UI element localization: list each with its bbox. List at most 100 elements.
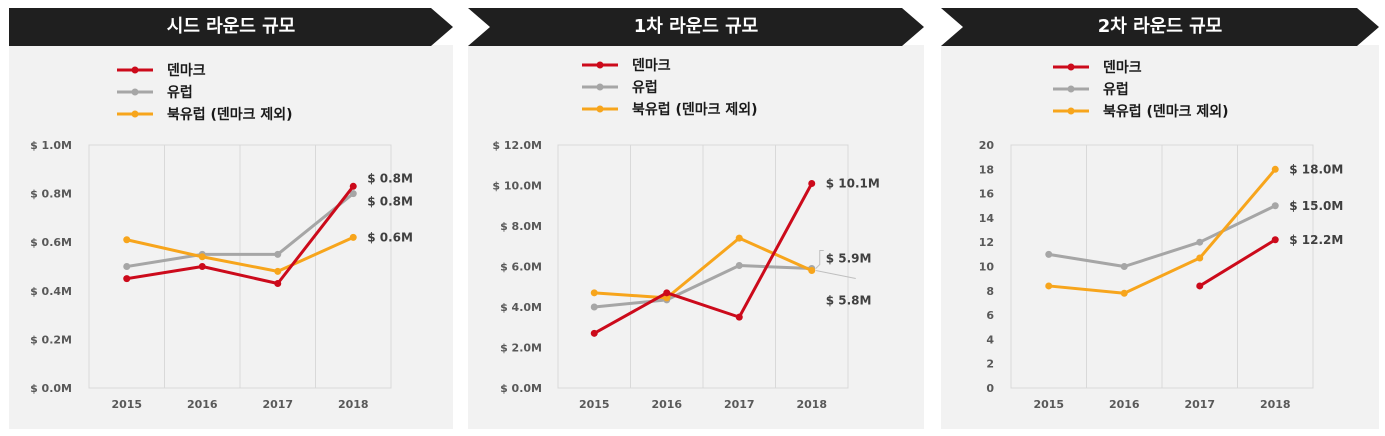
data-point (808, 267, 816, 275)
x-tick-label: 2015 (111, 398, 142, 411)
data-point (349, 182, 357, 190)
line-chart: $ 0.0M $ 0.2M $ 0.4M $ 0.6M $ 0.8M $ 1.0M 2015… (30, 63, 413, 411)
y-tick-label: 8 (986, 285, 994, 298)
data-label: $ 0.6M (367, 230, 413, 244)
x-tick-label: 2016 (1109, 398, 1140, 411)
series-line (1048, 204, 1276, 268)
y-tick-label: 6 (986, 309, 994, 322)
series-line (126, 192, 355, 268)
data-point (198, 263, 206, 270)
y-tick-label: 10 (979, 261, 995, 274)
leader-line (815, 250, 824, 269)
data-point (1196, 282, 1204, 290)
data-point (1045, 250, 1053, 258)
chart-title: 시드 라운드 규모 (166, 16, 296, 37)
y-tick-label: $ 0.8M (30, 188, 72, 201)
data-point (274, 267, 282, 275)
legend-marker (1067, 107, 1075, 115)
data-label: $ 15.0M (1289, 199, 1343, 213)
data-point (123, 263, 131, 270)
y-tick-label: $ 4.0M (500, 301, 542, 314)
y-tick-label: $ 6.0M (500, 261, 542, 274)
y-tick-label: $ 10.0M (492, 180, 542, 193)
data-point (1196, 238, 1204, 246)
chart-panel-seed: 시드 라운드 규모 $ 0.0M $ 0.2M $ 0.4M $ 0.6M $ 0.8M… (9, 0, 453, 436)
data-label: $ 18.0M (1289, 162, 1343, 176)
series-line (1198, 238, 1277, 288)
data-point (1120, 263, 1128, 270)
legend-label: 유럽 (632, 80, 658, 96)
data-point (1120, 289, 1128, 297)
data-point (349, 233, 357, 241)
data-label: $ 5.8M (826, 294, 872, 308)
series-line (1048, 168, 1277, 295)
data-point (663, 289, 671, 297)
x-tick-label: 2016 (187, 398, 218, 411)
chart-title-banner: 1차 라운드 규모 (468, 8, 924, 46)
chart-title-banner: 2차 라운드 규모 (941, 8, 1379, 46)
y-tick-label: $ 0.0M (30, 382, 72, 395)
chart-panel-series-b: 2차 라운드 규모 0 2 4 6 8 10 12 14 16 18 20 2015 2016 2017 2… (941, 0, 1379, 436)
legend-label: 북유럽 (덴마크 제외) (167, 106, 293, 123)
data-point (663, 294, 671, 302)
data-point (1045, 282, 1053, 290)
legend-marker (596, 83, 604, 91)
y-tick-label: $ 1.0M (30, 139, 72, 152)
data-point (274, 250, 282, 258)
data-point (590, 289, 598, 297)
series-line (126, 235, 354, 273)
data-label: $ 12.2M (1289, 233, 1343, 247)
chart-background (941, 45, 1379, 429)
series-line (594, 263, 812, 309)
y-tick-label: 14 (979, 212, 995, 225)
data-point (808, 179, 816, 187)
x-tick-label: 2017 (1184, 398, 1215, 411)
data-label: $ 10.1M (826, 176, 880, 190)
legend-label: 유럽 (167, 85, 193, 101)
data-point (735, 313, 743, 321)
y-tick-label: $ 2.0M (500, 342, 542, 355)
y-tick-label: 16 (979, 188, 995, 201)
chart-background (9, 45, 453, 429)
x-tick-label: 2015 (579, 398, 610, 411)
series-line (126, 185, 355, 286)
legend-label: 덴마크 (632, 58, 671, 74)
data-point (735, 261, 743, 269)
legend-marker (131, 110, 139, 118)
legend-marker (131, 66, 139, 74)
legend-label: 덴마크 (167, 63, 206, 79)
chart-title: 2차 라운드 규모 (1097, 16, 1223, 37)
x-tick-label: 2017 (724, 398, 755, 411)
data-point (1271, 236, 1279, 244)
data-point (274, 280, 282, 288)
data-point (590, 329, 598, 337)
y-tick-label: 4 (986, 333, 994, 346)
data-point (1271, 202, 1279, 210)
data-point (1196, 254, 1204, 262)
y-tick-label: 2 (986, 358, 994, 371)
x-tick-label: 2018 (338, 398, 369, 411)
chart-panel-series-a: 1차 라운드 규모 $ 0.0M $ 2.0M $ 4.0M $ 6.0M $ 8.0M… (468, 0, 924, 436)
legend-label: 북유럽 (덴마크 제외) (1103, 103, 1229, 120)
legend-marker (1067, 63, 1075, 71)
line-chart: 0 2 4 6 8 10 12 14 16 18 20 2015 2016 2017 2018 덴마크유럽북유… (979, 60, 1344, 411)
legend-marker (596, 105, 604, 113)
x-tick-label: 2018 (796, 398, 827, 411)
data-point (123, 275, 131, 283)
series-line (593, 182, 814, 335)
y-tick-label: $ 0.6M (30, 236, 72, 249)
chart-title: 1차 라운드 규모 (633, 16, 759, 37)
data-point (349, 190, 357, 198)
data-point (198, 253, 206, 261)
data-label: $ 0.8M (367, 171, 413, 185)
line-chart: $ 0.0M $ 2.0M $ 4.0M $ 6.0M $ 8.0M $ 10.0M $ 1… (492, 58, 880, 411)
x-tick-label: 2015 (1033, 398, 1064, 411)
y-tick-label: $ 0.4M (30, 285, 72, 298)
series-line (594, 236, 813, 300)
legend-label: 북유럽 (덴마크 제외) (632, 101, 758, 118)
x-tick-label: 2018 (1260, 398, 1291, 411)
leader-line (815, 270, 856, 280)
y-tick-label: $ 0.2M (30, 333, 72, 346)
legend-marker (596, 61, 604, 69)
data-label: $ 0.8M (367, 195, 413, 209)
